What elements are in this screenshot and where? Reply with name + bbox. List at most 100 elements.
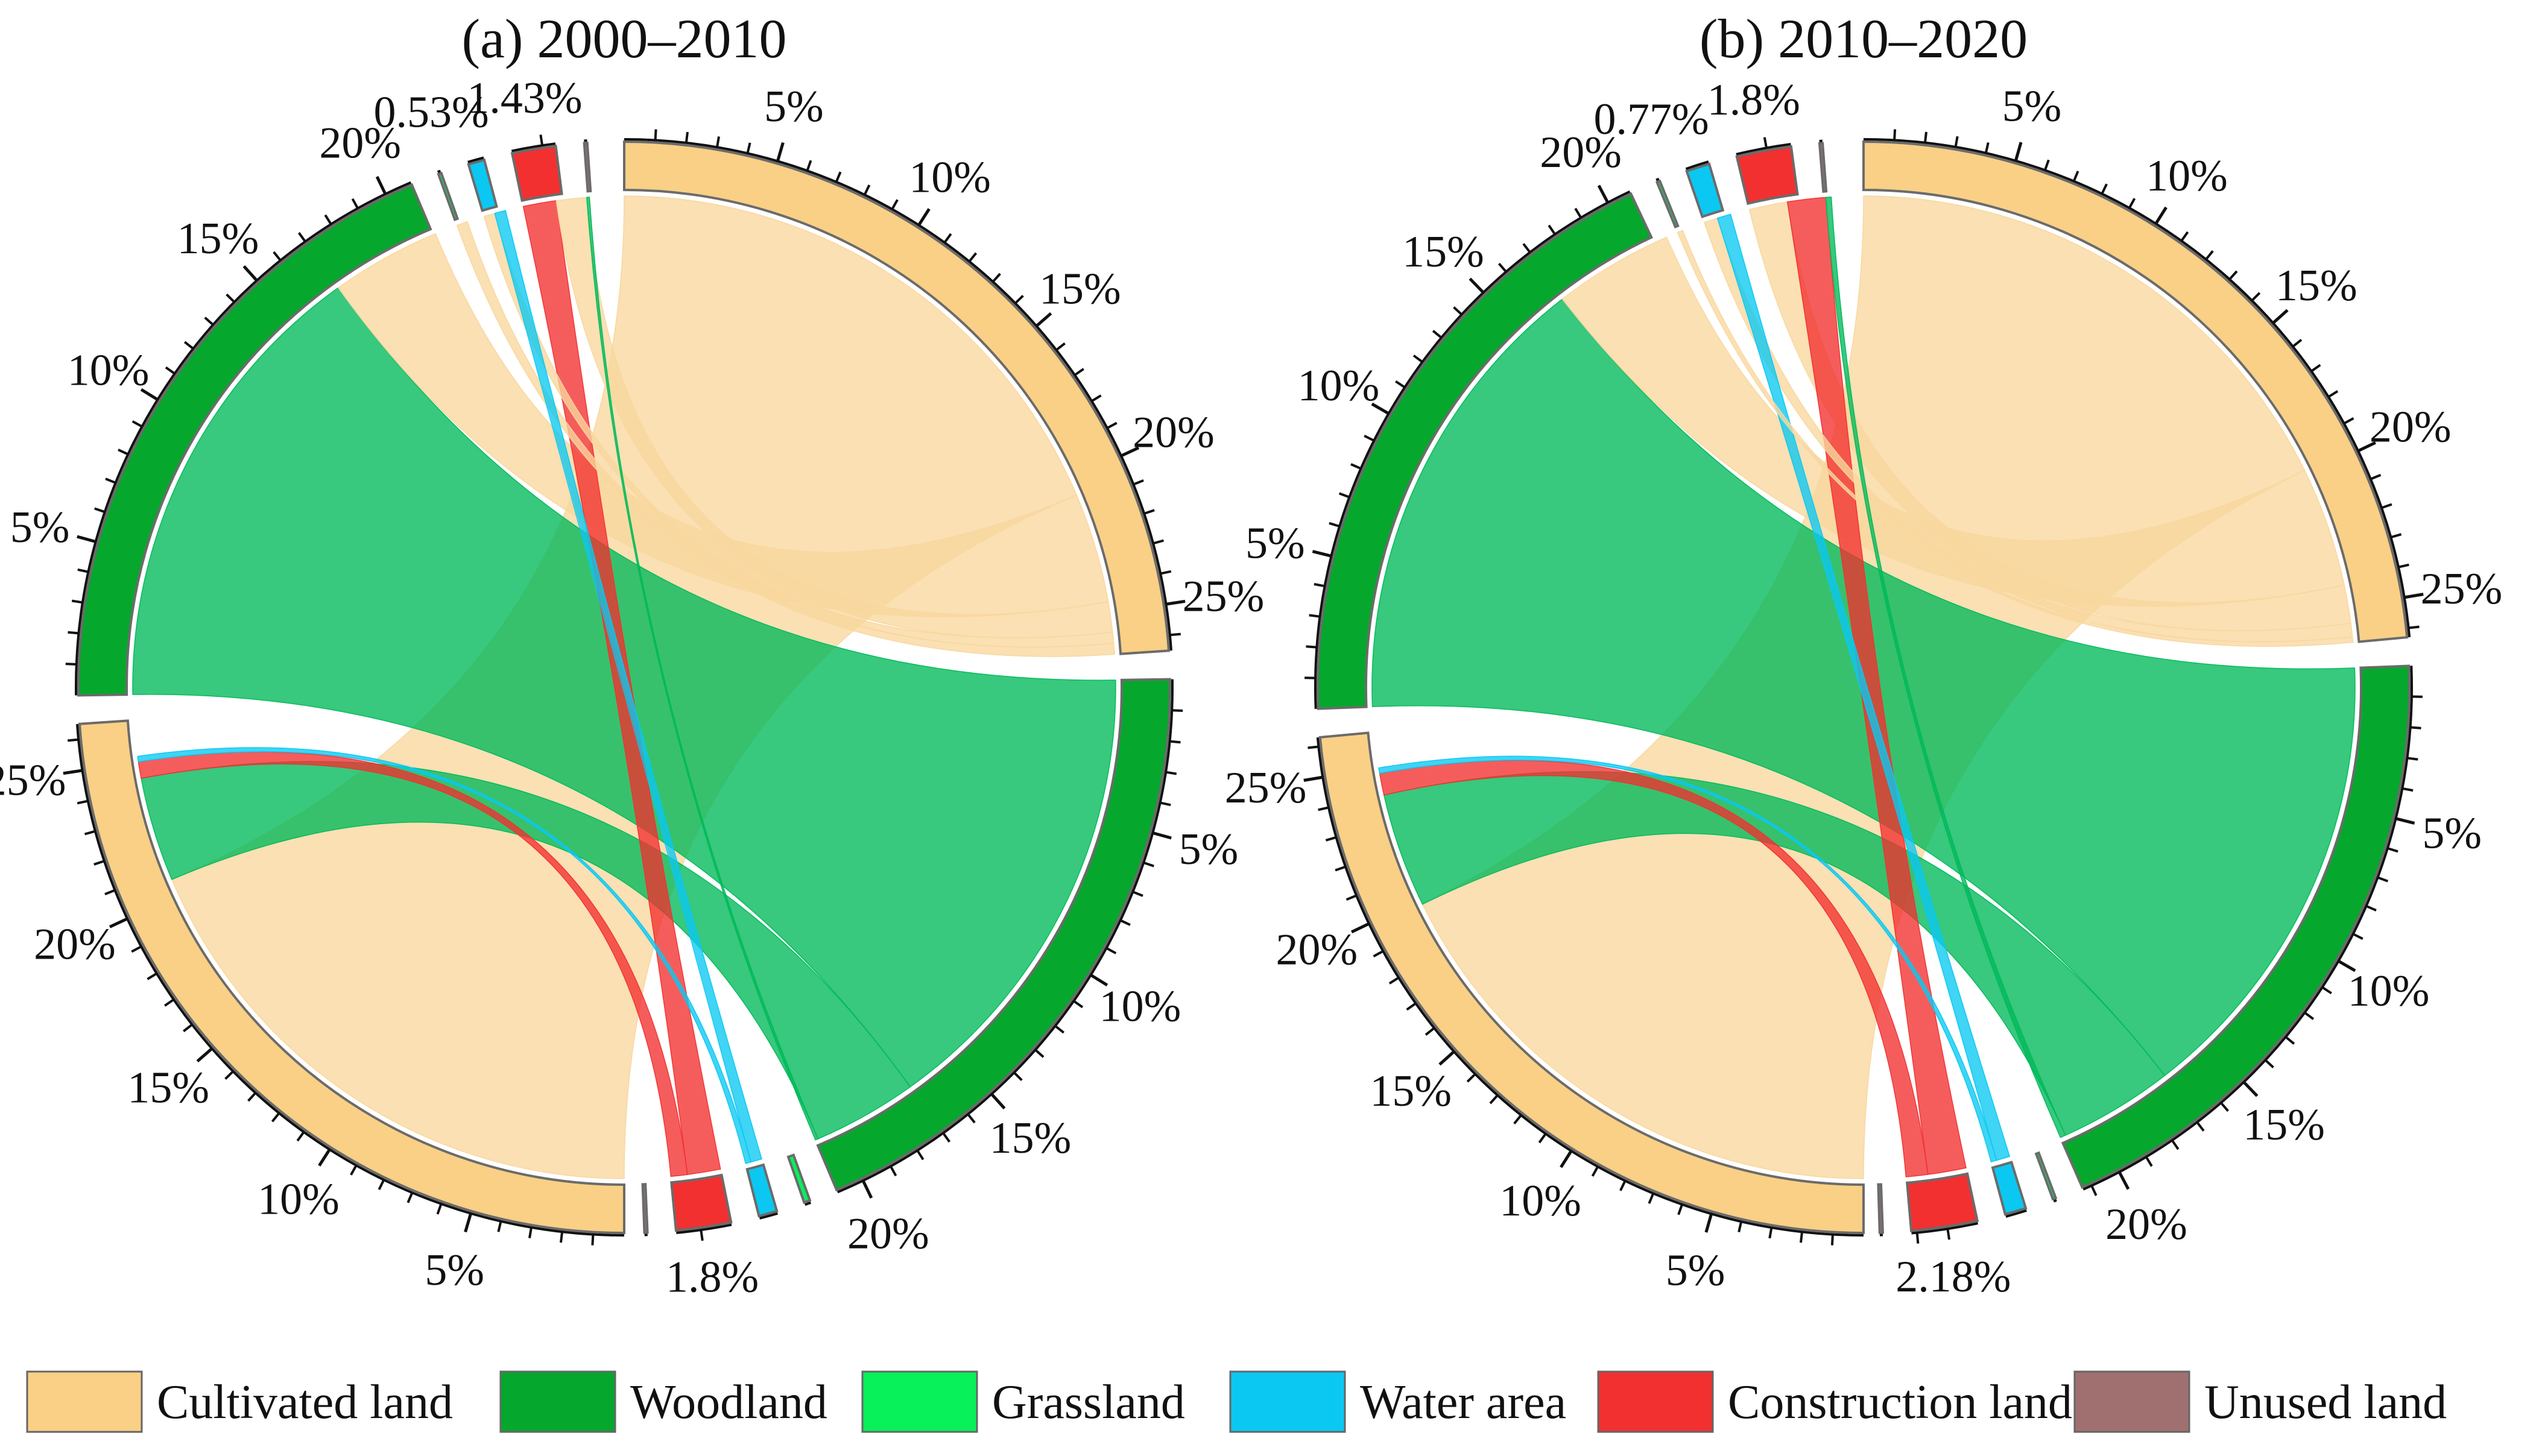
tick-mark: [968, 1114, 975, 1123]
tick-mark: [2391, 534, 2401, 537]
tick-mark: [498, 1221, 501, 1232]
tick-mark: [2293, 340, 2301, 347]
tick-mark: [2092, 1186, 2096, 1196]
legend-swatch-construction-land: [1598, 1372, 1713, 1432]
annotation-top: 2.18%: [1896, 1252, 2011, 1302]
tick-mark: [2206, 251, 2213, 259]
target-arc-water-area: [469, 160, 497, 210]
tick-label: 5%: [425, 1246, 484, 1295]
tick-mark: [943, 1133, 950, 1142]
tick-mark: [1160, 572, 1171, 574]
tick-mark: [2378, 877, 2388, 881]
tick-mark: [865, 185, 870, 195]
tick-mark: [1314, 584, 1325, 586]
tick-mark: [299, 233, 306, 242]
tick-mark: [377, 177, 385, 194]
tick-mark: [1523, 244, 1530, 252]
tick-mark: [351, 1165, 356, 1175]
source-arc-construction-land: [1907, 1174, 1978, 1231]
tick-mark: [892, 200, 897, 209]
tick-mark: [2402, 789, 2413, 790]
tick-mark: [1801, 1232, 1802, 1243]
tick-label: 15%: [127, 1063, 209, 1112]
tick-mark: [1649, 1194, 1653, 1204]
tick-mark: [1037, 314, 1051, 326]
tick-mark: [2344, 418, 2354, 424]
tick-mark: [1433, 331, 1441, 338]
tick-mark: [1133, 892, 1143, 896]
tick-mark: [1593, 1167, 1598, 1176]
tick-label: 10%: [258, 1175, 340, 1224]
tick-mark: [1599, 186, 1608, 203]
tick-mark: [2172, 1140, 2178, 1149]
tick-label: 20%: [2370, 403, 2452, 452]
tick-mark: [2244, 1082, 2257, 1096]
chart-title: (a) 2000–2010: [461, 8, 786, 69]
tick-mark: [2382, 505, 2392, 508]
tick-mark: [808, 160, 811, 171]
source-arc-construction-land: [671, 1175, 731, 1231]
source-arc-grassland: [2036, 1153, 2056, 1199]
tick-mark: [165, 1000, 174, 1006]
tick-mark: [1894, 130, 1895, 140]
tick-mark: [2181, 232, 2188, 241]
tick-mark: [1172, 710, 1183, 711]
tick-mark: [2102, 184, 2107, 194]
tick-mark: [917, 1150, 923, 1159]
tick-mark: [1678, 1205, 1682, 1215]
tick-mark: [1318, 807, 1329, 810]
tick-label: 15%: [2243, 1100, 2325, 1150]
tick-mark: [701, 1230, 703, 1241]
tick-mark: [2396, 819, 2415, 824]
tick-label: 5%: [1666, 1246, 1725, 1296]
tick-mark: [1055, 1026, 1064, 1033]
tick-mark: [1706, 1214, 1712, 1232]
tick-mark: [2407, 758, 2418, 759]
tick-mark: [717, 136, 719, 147]
tick-mark: [1309, 615, 1320, 616]
tick-mark: [1170, 634, 1181, 635]
legend-swatch-unused-land: [2075, 1372, 2189, 1432]
tick-mark: [592, 1235, 593, 1246]
tick-mark: [94, 861, 104, 865]
tick-mark: [2411, 727, 2421, 728]
legend-label-unused-land: Unused land: [2204, 1376, 2447, 1429]
tick-mark: [118, 450, 128, 455]
tick-mark: [1153, 833, 1171, 839]
tick-mark: [147, 974, 156, 979]
tick-mark: [991, 1094, 1004, 1109]
tick-mark: [2197, 1122, 2204, 1130]
annotation-bottom-left: 1.8%: [1707, 75, 1800, 125]
tick-mark: [919, 209, 929, 225]
target-axis-line-grassland: [438, 171, 441, 172]
legend-label-construction-land: Construction land: [1728, 1376, 2072, 1429]
tick-mark: [2273, 310, 2288, 323]
tick-mark: [1561, 1151, 1571, 1167]
tick-mark: [530, 1228, 531, 1238]
tick-label: 15%: [1370, 1067, 1452, 1116]
tick-mark: [1170, 742, 1181, 743]
source-arc-water-area: [1993, 1162, 2026, 1214]
tick-label: 5%: [2002, 82, 2062, 131]
flow-ribbons: [133, 196, 1116, 1179]
tick-mark: [1414, 356, 1423, 362]
target-arc-construction-land: [512, 146, 562, 201]
tick-mark: [686, 132, 688, 143]
tick-mark: [1143, 863, 1154, 866]
tick-label: 20%: [847, 1209, 929, 1259]
target-axis-line-grassland: [1656, 179, 1659, 180]
tick-mark: [166, 367, 175, 373]
tick-label: 5%: [764, 82, 824, 131]
tick-mark: [748, 143, 750, 154]
target-arc-unused-land: [584, 143, 591, 191]
annotation-bottom-right: 0.53%: [374, 88, 489, 137]
tick-mark: [2221, 1103, 2228, 1111]
tick-mark: [836, 172, 841, 182]
legend-swatch-water-area: [1230, 1372, 1345, 1432]
tick-mark: [1396, 382, 1405, 388]
tick-mark: [1769, 1228, 1771, 1238]
tick-mark: [1308, 747, 1319, 748]
tick-mark: [863, 1180, 871, 1198]
